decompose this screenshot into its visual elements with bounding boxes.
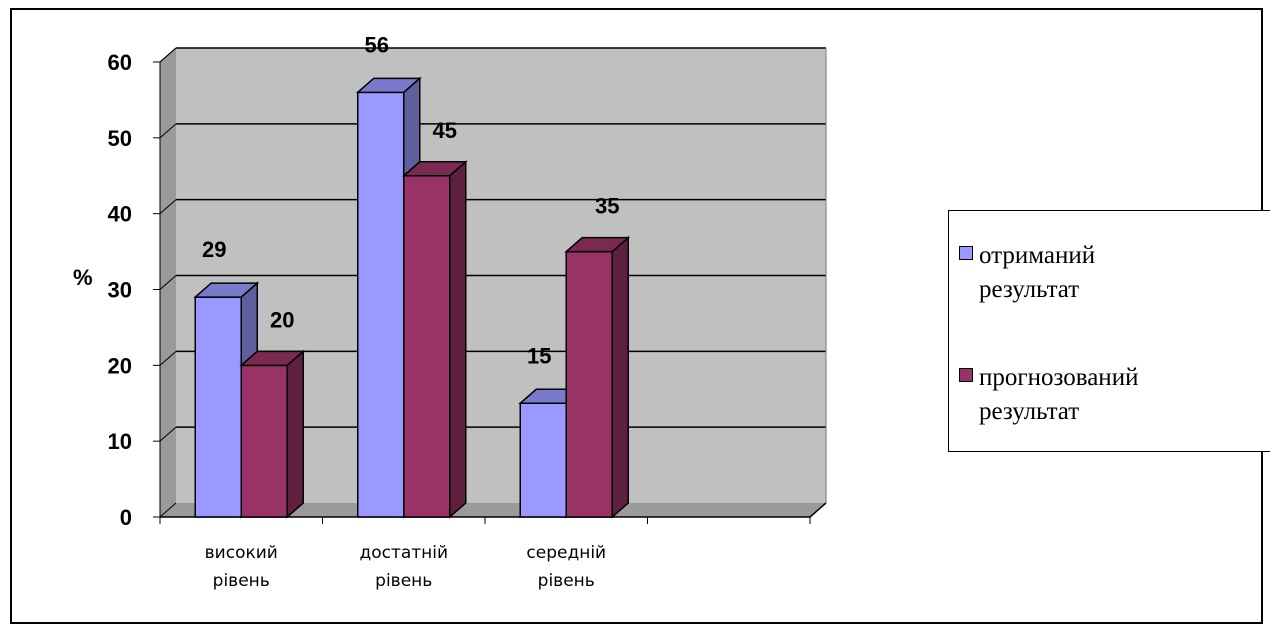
x-axis-depth-edge bbox=[809, 502, 827, 518]
bar-0-2 bbox=[519, 402, 567, 518]
side-wall-top-edge bbox=[159, 47, 177, 63]
legend-label-series-1-line-1: результат bbox=[979, 398, 1080, 425]
bar-top-1-1 bbox=[401, 161, 468, 177]
y-tick-label-10: 10 bbox=[108, 429, 132, 454]
bar-top-0-0 bbox=[193, 282, 260, 298]
legend-item-series-0: отриманий результат bbox=[959, 239, 1209, 307]
legend-item-series-1: прогнозований результат bbox=[959, 361, 1209, 429]
data-label-0-2: 15 bbox=[527, 343, 551, 368]
bar-0-1 bbox=[357, 91, 405, 518]
bar-top-1-2 bbox=[564, 236, 631, 253]
bar-top-1-0 bbox=[239, 350, 306, 367]
y-tick-label-20: 20 bbox=[108, 353, 132, 378]
data-label-1-2: 35 bbox=[595, 194, 619, 219]
x-tick-label-1-line-0: достатній bbox=[359, 543, 448, 563]
x-tick-label-0-line-1: рівень bbox=[213, 571, 270, 591]
bar-0-0 bbox=[194, 296, 242, 518]
side-gridline-20 bbox=[159, 350, 177, 366]
side-gridline-10 bbox=[159, 426, 177, 442]
side-gridline-50 bbox=[159, 123, 177, 139]
side-gridline-30 bbox=[159, 275, 177, 290]
legend-label-series-0-line-1: результат bbox=[979, 276, 1080, 303]
y-tick-label-0: 0 bbox=[120, 505, 132, 530]
data-label-1-0: 20 bbox=[270, 307, 294, 332]
bar-1-2 bbox=[565, 250, 613, 518]
y-tick-label-60: 60 bbox=[108, 50, 132, 75]
legend: отриманий результат прогнозований резуль… bbox=[948, 210, 1270, 452]
y-tick-label-30: 30 bbox=[108, 278, 132, 303]
legend-label-series-1-line-0: прогнозований bbox=[979, 364, 1139, 391]
data-label-1-1: 45 bbox=[433, 118, 457, 143]
x-tick-label-2-line-1: рівень bbox=[538, 571, 595, 591]
side-gridline-40 bbox=[159, 199, 177, 215]
x-tick-label-2-line-0: середній bbox=[526, 543, 606, 563]
bar-1-1 bbox=[403, 175, 451, 518]
bar-side-1-1 bbox=[449, 160, 467, 519]
legend-label-series-0-line-0: отриманий bbox=[979, 242, 1096, 269]
bar-side-1-2 bbox=[611, 235, 629, 519]
y-tick-label-50: 50 bbox=[108, 126, 132, 151]
legend-swatch-series-0 bbox=[959, 246, 973, 260]
side-gridline-0 bbox=[159, 502, 177, 518]
data-label-0-0: 29 bbox=[202, 237, 226, 262]
bar-1-0 bbox=[240, 364, 288, 518]
y-tick-label-40: 40 bbox=[108, 202, 132, 227]
x-tick-label-1-line-1: рівень bbox=[375, 571, 432, 591]
legend-swatch-series-1 bbox=[959, 368, 973, 382]
bar-top-0-1 bbox=[355, 77, 422, 94]
plot-floor bbox=[160, 503, 826, 517]
data-label-0-1: 56 bbox=[365, 32, 389, 57]
y-axis-label: % bbox=[73, 265, 93, 290]
bar-side-1-0 bbox=[286, 349, 304, 519]
x-tick-label-0-line-0: високий bbox=[205, 543, 278, 563]
